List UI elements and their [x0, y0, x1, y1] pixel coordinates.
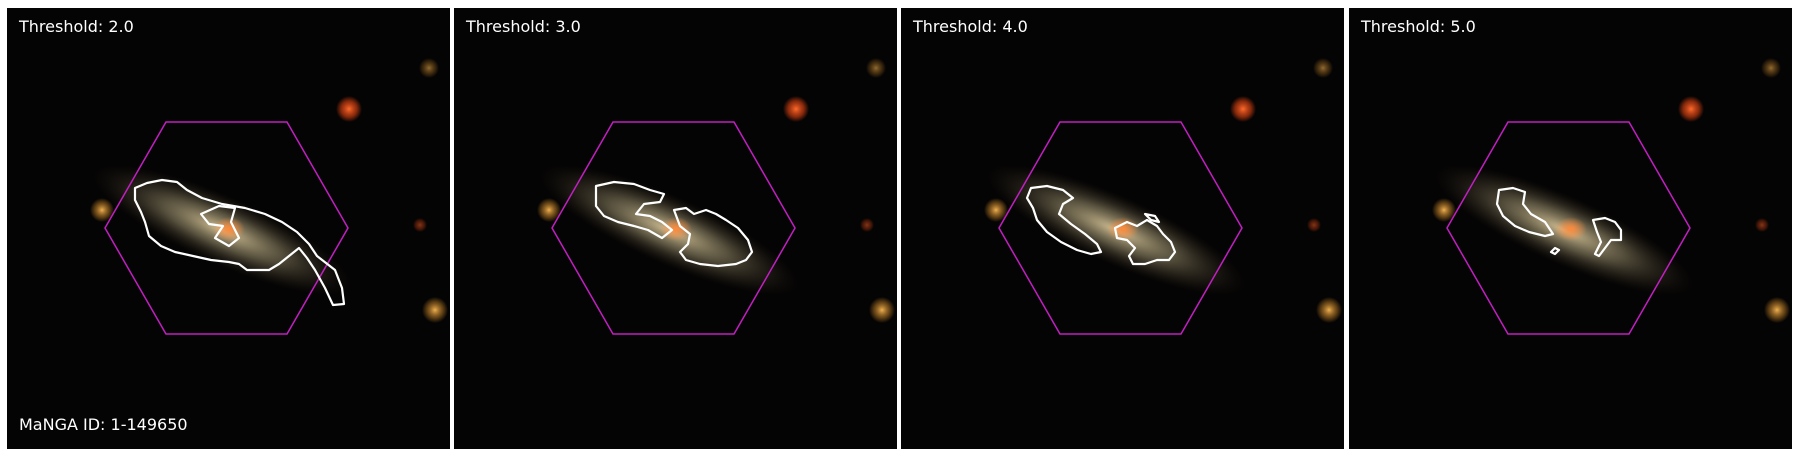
threshold-label: Threshold: 5.0	[1361, 17, 1476, 36]
ifu-hexagon-icon	[1446, 121, 1691, 335]
image-panel-1: Threshold: 2.0 MaNGA ID: 1-149650	[7, 8, 450, 449]
threshold-label: Threshold: 2.0	[19, 17, 134, 36]
foreground-star	[336, 96, 362, 122]
galaxy-core	[1555, 217, 1587, 241]
foreground-star	[1432, 198, 1456, 222]
foreground-star	[422, 297, 448, 323]
foreground-star	[783, 96, 809, 122]
image-panel-4: Threshold: 5.0	[1349, 8, 1792, 449]
emission-contour-icon	[1495, 186, 1555, 238]
ifu-hexagon-icon	[998, 121, 1243, 335]
foreground-star	[860, 218, 874, 232]
emission-contour-icon	[133, 178, 346, 307]
emission-contour-icon	[1549, 246, 1561, 256]
foreground-star	[984, 198, 1008, 222]
threshold-label: Threshold: 3.0	[466, 17, 581, 36]
emission-contour-icon	[1143, 212, 1161, 224]
galaxy-core	[1107, 217, 1139, 241]
foreground-star	[1307, 218, 1321, 232]
galaxy-image	[90, 58, 448, 335]
emission-contour-icon	[1113, 218, 1177, 266]
foreground-star	[413, 218, 427, 232]
emission-contour-icon	[199, 204, 241, 248]
image-panel-3: Threshold: 4.0	[901, 8, 1344, 449]
foreground-star	[1764, 297, 1790, 323]
galaxy-image	[537, 58, 895, 335]
foreground-star	[1678, 96, 1704, 122]
emission-contour-icon	[1591, 216, 1623, 258]
image-panel-2: Threshold: 3.0	[454, 8, 897, 449]
foreground-star	[537, 198, 561, 222]
foreground-star	[1313, 58, 1333, 78]
galaxy-core	[660, 217, 692, 241]
threshold-label: Threshold: 4.0	[913, 17, 1028, 36]
foreground-star	[1755, 218, 1769, 232]
galaxy-core	[213, 217, 245, 241]
foreground-star	[419, 58, 439, 78]
foreground-star	[866, 58, 886, 78]
galaxy-image	[984, 58, 1342, 335]
emission-contour-icon	[1025, 184, 1103, 256]
ifu-hexagon-icon	[551, 121, 796, 335]
ifu-hexagon-icon	[104, 121, 349, 335]
foreground-star	[1230, 96, 1256, 122]
manga-id-label: MaNGA ID: 1-149650	[19, 415, 188, 434]
emission-contour-icon	[594, 180, 674, 240]
foreground-star	[1761, 58, 1781, 78]
foreground-star	[1316, 297, 1342, 323]
foreground-star	[90, 198, 114, 222]
foreground-star	[869, 297, 895, 323]
galaxy-image	[1432, 58, 1790, 335]
emission-contour-icon	[672, 206, 754, 268]
